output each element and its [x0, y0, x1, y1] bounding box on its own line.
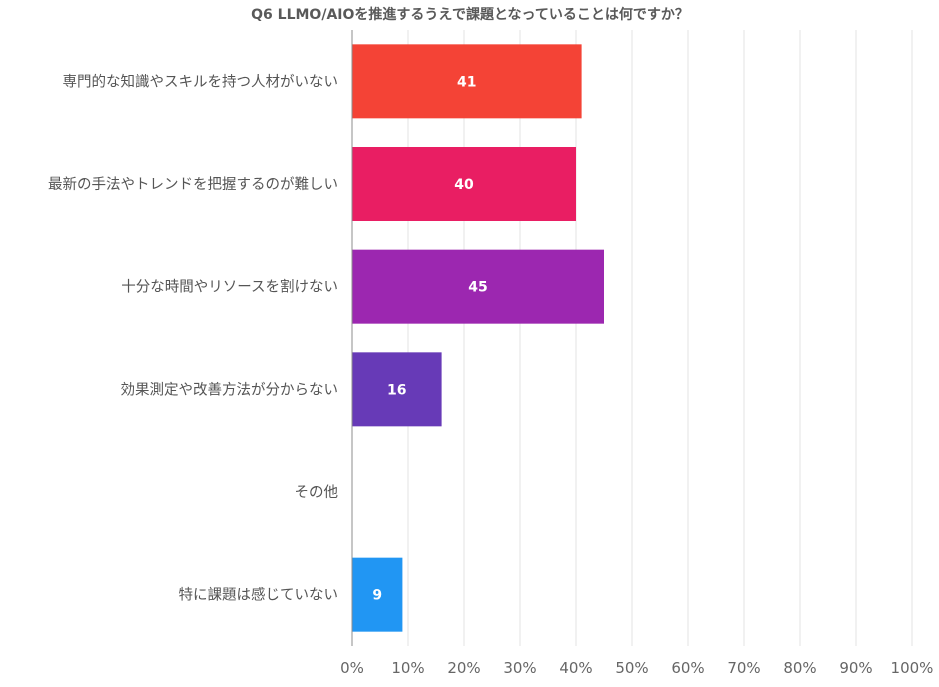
category-label-2: 最新の手法やトレンドを把握するのが難しい: [48, 176, 338, 193]
category-labels: 専門的な知識やスキルを持つ人材がいない最新の手法やトレンドを把握するのが難しい十…: [48, 73, 338, 603]
category-label-5: その他: [295, 484, 339, 501]
category-label-6: 特に課題は感じていない: [179, 587, 339, 604]
gridlines: [407, 30, 913, 646]
x-tick-label: 40%: [559, 659, 592, 677]
bar-1: [352, 44, 582, 119]
x-tick-label: 10%: [391, 659, 424, 677]
category-label-3: 十分な時間やリソースを割けない: [121, 279, 338, 296]
x-tick-label: 50%: [615, 659, 648, 677]
x-tick-label: 30%: [503, 659, 536, 677]
data-label-2: 40: [454, 177, 474, 193]
bar-2: [352, 147, 576, 221]
bar-4: [352, 352, 442, 427]
category-label-1: 専門的な知識やスキルを持つ人材がいない: [63, 73, 339, 90]
x-tick-label: 100%: [891, 659, 934, 677]
data-label-1: 41: [457, 74, 476, 90]
x-tick-label: 20%: [447, 659, 480, 677]
data-label-3: 45: [468, 280, 487, 296]
data-label-4: 16: [387, 382, 406, 398]
data-label-6: 9: [372, 588, 382, 604]
category-label-4: 効果測定や改善方法が分からない: [121, 381, 339, 398]
x-tick-label: 70%: [727, 659, 760, 677]
x-tick-label: 90%: [839, 659, 872, 677]
bar-3: [352, 249, 604, 324]
chart-title: Q6 LLMO/AIOを推進するうえで課題となっていることは何ですか？: [251, 6, 689, 23]
bar-6: [352, 557, 403, 632]
x-tick-label: 0%: [340, 659, 364, 677]
bars: 41 40 45 16 9: [352, 44, 604, 632]
x-tick-label: 80%: [783, 659, 816, 677]
x-axis-tick-labels: 0% 10% 20% 30% 40% 50% 60% 70% 80% 90% 100%: [340, 659, 933, 677]
x-tick-label: 60%: [671, 659, 704, 677]
